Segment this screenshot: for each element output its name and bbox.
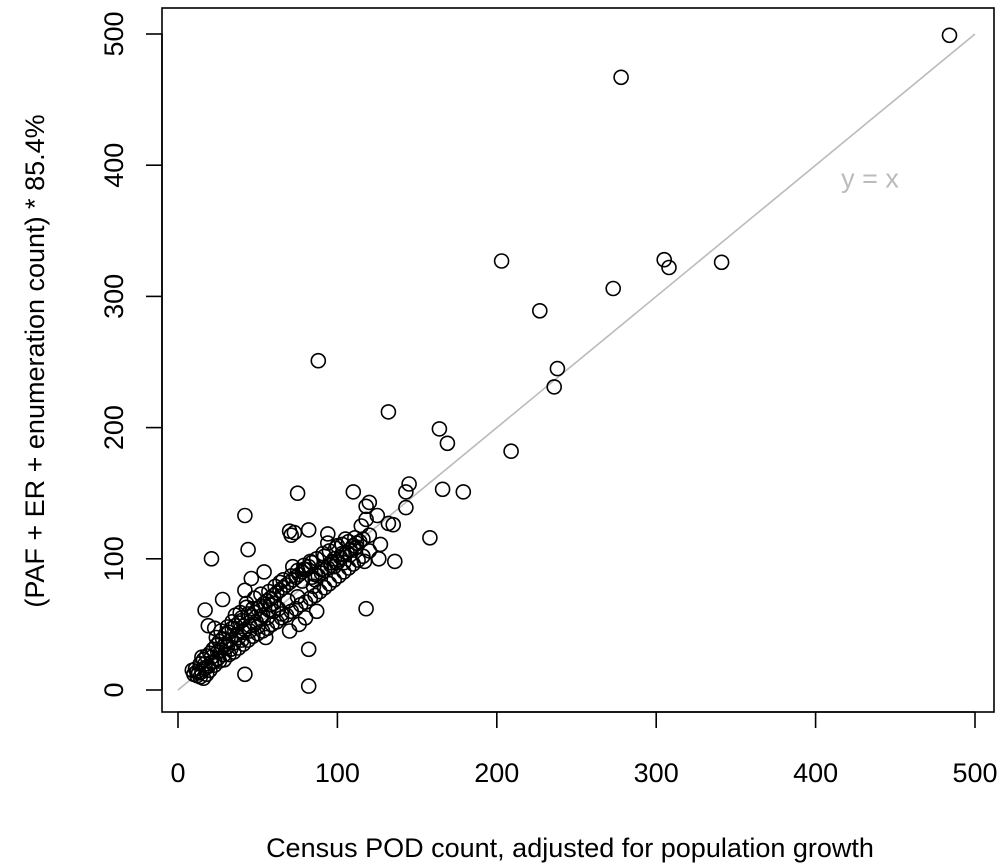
data-point <box>335 564 352 580</box>
data-point <box>283 527 300 544</box>
y-tick-label: 400 <box>99 143 129 188</box>
data-point <box>230 615 247 631</box>
x-tick-label: 400 <box>793 758 838 788</box>
data-point <box>398 499 414 516</box>
data-point <box>316 579 333 596</box>
data-point <box>656 251 673 268</box>
data-point <box>531 302 548 319</box>
data-points <box>184 27 958 694</box>
y-tick-label: 300 <box>99 274 129 319</box>
y-tick-label: 0 <box>99 682 129 697</box>
x-axis: 0 100 200 300 400 500 <box>170 711 998 788</box>
data-point <box>184 662 201 679</box>
data-point <box>503 443 519 460</box>
data-point <box>256 564 272 580</box>
x-tick-label: 200 <box>474 758 519 788</box>
data-point <box>300 641 317 658</box>
data-point <box>398 484 414 500</box>
reference-line-y-equals-x <box>177 33 976 691</box>
data-point <box>289 588 306 605</box>
data-point <box>345 556 362 572</box>
data-point <box>194 649 210 666</box>
data-point <box>351 533 368 550</box>
reference-line-label: y = x <box>841 164 899 194</box>
data-point <box>431 421 448 437</box>
x-tick-label: 300 <box>634 758 679 788</box>
data-point <box>307 587 323 604</box>
data-point <box>401 476 417 492</box>
y-axis-label: (PAF + ER + enumeration count) * 85.4% <box>20 114 50 607</box>
data-point <box>237 666 253 683</box>
data-point <box>350 552 366 568</box>
y-tick-label: 500 <box>99 11 129 56</box>
data-point <box>297 609 314 626</box>
data-point <box>319 560 336 576</box>
y-axis: 0 100 200 300 400 500 <box>99 11 163 698</box>
x-tick-label: 0 <box>170 758 185 788</box>
data-point <box>237 507 253 524</box>
data-point <box>358 511 374 528</box>
data-point <box>238 595 255 612</box>
data-point <box>289 485 306 502</box>
data-point <box>219 619 236 635</box>
data-point <box>422 529 438 546</box>
data-point <box>370 550 387 567</box>
data-point <box>347 529 363 546</box>
data-point <box>237 582 253 599</box>
data-point <box>439 435 456 452</box>
data-point <box>661 259 677 276</box>
data-point <box>312 583 328 600</box>
data-point <box>605 280 622 297</box>
data-point <box>340 560 357 576</box>
data-point <box>345 484 362 500</box>
data-point <box>300 678 317 694</box>
data-point <box>214 591 231 608</box>
data-point <box>257 629 274 646</box>
data-point <box>281 623 298 639</box>
data-point <box>300 522 317 538</box>
data-point <box>198 666 215 683</box>
data-point <box>455 484 472 500</box>
data-point <box>361 494 378 511</box>
x-axis-label: Census POD count, adjusted for populatio… <box>266 833 874 863</box>
data-point <box>243 570 260 587</box>
data-point <box>355 548 371 565</box>
data-point <box>434 481 451 498</box>
y-tick-label: 100 <box>99 536 129 581</box>
data-point <box>713 254 730 271</box>
data-point <box>493 253 510 269</box>
data-point <box>331 568 347 584</box>
data-point <box>304 569 320 586</box>
data-point <box>358 600 374 617</box>
data-point <box>385 516 402 533</box>
data-point <box>253 586 269 603</box>
data-point <box>613 69 629 86</box>
data-point <box>321 575 338 592</box>
data-point <box>275 571 292 588</box>
data-point <box>386 553 403 570</box>
data-point <box>310 352 327 369</box>
data-point <box>297 594 314 610</box>
data-point <box>240 541 256 558</box>
y-tick-label: 200 <box>99 405 129 450</box>
data-point <box>326 571 343 588</box>
x-tick-label: 500 <box>952 758 997 788</box>
data-point <box>203 550 220 567</box>
data-point <box>197 602 213 618</box>
data-point <box>319 526 336 542</box>
data-point <box>380 404 397 420</box>
x-tick-label: 100 <box>315 758 360 788</box>
reference-line-group <box>177 33 976 691</box>
data-point <box>224 613 240 630</box>
data-point <box>549 360 566 377</box>
data-point <box>941 27 958 44</box>
data-point <box>369 507 386 524</box>
data-point <box>546 379 563 395</box>
data-point <box>358 498 374 515</box>
